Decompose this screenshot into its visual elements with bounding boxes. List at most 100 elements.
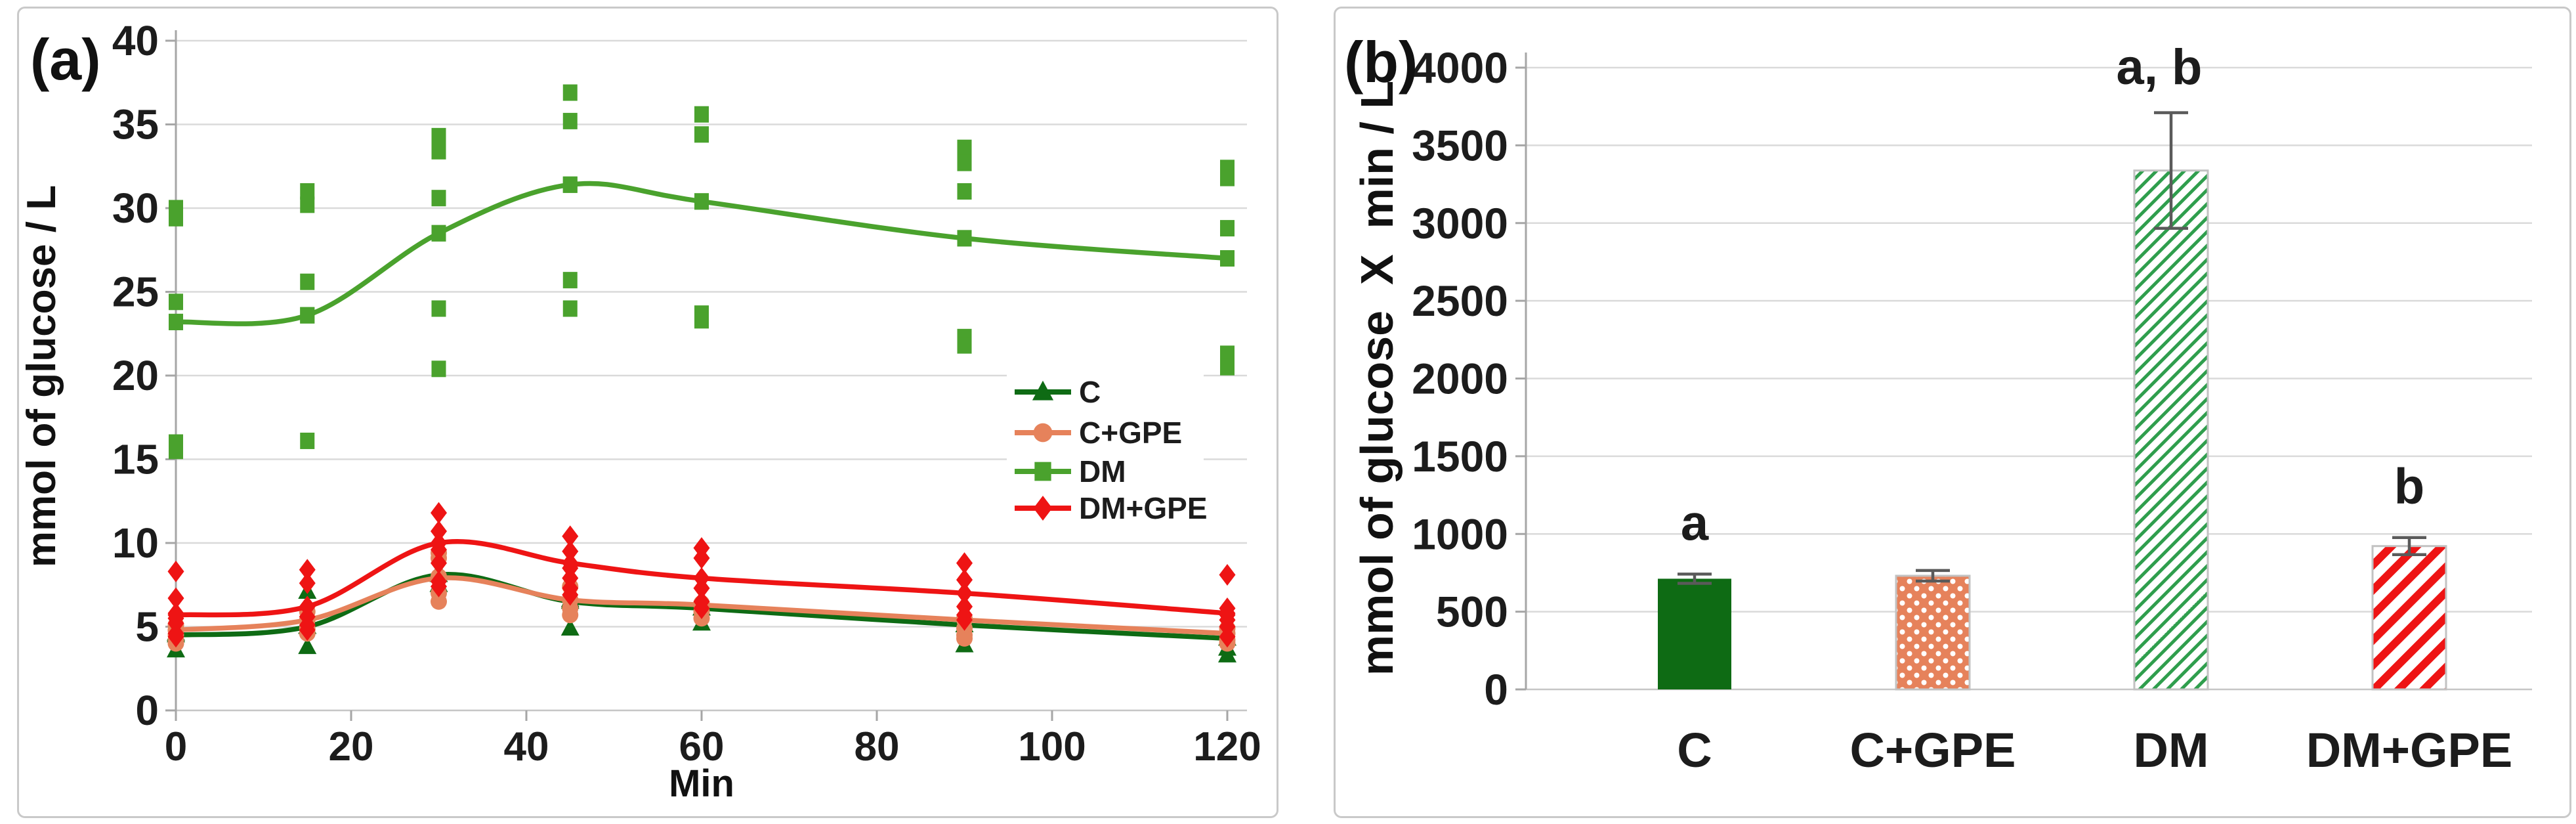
bar-C+GPE bbox=[1895, 575, 1971, 691]
square-marker bbox=[169, 209, 183, 227]
diamond-marker bbox=[431, 552, 447, 575]
y-tick-label: 3000 bbox=[1412, 199, 1508, 248]
square-marker bbox=[300, 273, 315, 290]
square-marker bbox=[169, 293, 183, 311]
y-tick-label: 30 bbox=[112, 184, 159, 232]
series-line-DM+GPE bbox=[173, 539, 1230, 618]
sig-label-C: a bbox=[1681, 495, 1709, 551]
y-tick-label: 20 bbox=[112, 352, 159, 399]
diamond-marker bbox=[299, 619, 316, 641]
series-line-DM bbox=[173, 181, 1230, 326]
square-marker bbox=[431, 360, 446, 378]
square-marker bbox=[1220, 250, 1235, 267]
x-tick-label: 40 bbox=[504, 724, 549, 770]
diamond-marker bbox=[299, 572, 316, 594]
diamond-marker bbox=[167, 587, 184, 609]
diamond-marker bbox=[693, 577, 710, 599]
chart-a-y-axis-title: mmol of glucose / L bbox=[19, 184, 64, 568]
y-tick-label: 500 bbox=[1436, 588, 1508, 636]
square-marker bbox=[300, 432, 315, 449]
square-marker bbox=[431, 300, 446, 317]
square-marker bbox=[431, 225, 446, 242]
legend-label-C+GPE: C+GPE bbox=[1079, 416, 1182, 450]
diamond-marker bbox=[956, 569, 973, 591]
diamond-marker bbox=[562, 584, 579, 606]
diamond-marker bbox=[956, 609, 973, 631]
y-tick-label: 2500 bbox=[1412, 276, 1508, 325]
diamond-marker bbox=[693, 547, 710, 569]
y-tick-label: 0 bbox=[135, 687, 159, 734]
x-tick-label: 80 bbox=[855, 724, 900, 770]
series-line-C+GPE bbox=[173, 575, 1230, 636]
square-marker bbox=[694, 106, 709, 123]
category-label-DM+GPE: DM+GPE bbox=[2306, 723, 2513, 777]
diamond-marker bbox=[167, 626, 184, 648]
diamond-marker bbox=[956, 552, 973, 575]
triangle-marker bbox=[560, 618, 580, 636]
chart-a: 0 5 10 15 20 25 30 35 40 0 20 40 60 80 100 120 C C+GPE DMD… bbox=[112, 17, 1261, 770]
y-tick-label: 3500 bbox=[1412, 121, 1508, 169]
y-tick-label: 10 bbox=[112, 519, 159, 567]
diamond-marker bbox=[167, 560, 184, 582]
legend-label-DM: DM bbox=[1079, 454, 1126, 488]
diamond-marker bbox=[431, 538, 447, 561]
bar-DM+GPE bbox=[2371, 545, 2447, 691]
chart-b-y-axis-title: mmol of glucose X min / L bbox=[1351, 80, 1403, 676]
diamond-marker bbox=[1033, 496, 1053, 521]
panel-a-letter: (a) bbox=[30, 27, 101, 92]
category-label-DM: DM bbox=[2133, 723, 2208, 777]
y-tick-label: 15 bbox=[112, 436, 159, 483]
diamond-marker bbox=[431, 575, 447, 597]
square-marker bbox=[694, 193, 709, 210]
circle-marker bbox=[562, 607, 579, 624]
y-tick-label: 25 bbox=[112, 269, 159, 316]
chart-a-x-axis-title: Min bbox=[669, 762, 734, 805]
diamond-marker bbox=[956, 582, 973, 604]
diamond-marker bbox=[431, 520, 447, 542]
square-marker bbox=[300, 307, 315, 324]
x-tick-label: 100 bbox=[1018, 724, 1086, 770]
square-marker bbox=[431, 142, 446, 160]
square-marker bbox=[694, 126, 709, 143]
sig-label-DM+GPE: b bbox=[2394, 459, 2424, 515]
triangle-marker bbox=[298, 637, 317, 655]
square-marker bbox=[562, 84, 578, 101]
y-tick-label: 4000 bbox=[1412, 43, 1508, 92]
diamond-marker bbox=[693, 597, 710, 619]
square-marker bbox=[1220, 169, 1235, 186]
square-marker bbox=[957, 230, 972, 247]
square-marker bbox=[300, 196, 315, 213]
triangle-marker bbox=[1032, 380, 1054, 401]
diamond-marker bbox=[562, 525, 579, 548]
y-tick-label: 5 bbox=[135, 603, 159, 651]
x-tick-label: 60 bbox=[679, 724, 725, 770]
circle-marker bbox=[1033, 423, 1053, 443]
square-marker bbox=[957, 183, 972, 200]
chart-b: 0 500 1000 1500 2000 2500 3000 3500 4000 a C C+GPE a… bbox=[1412, 39, 2532, 777]
square-marker bbox=[1220, 220, 1235, 237]
y-tick-label: 0 bbox=[1484, 665, 1508, 714]
diamond-marker bbox=[1219, 626, 1236, 648]
square-marker bbox=[169, 443, 183, 460]
diamond-marker bbox=[299, 559, 316, 581]
diamond-marker bbox=[562, 540, 579, 563]
square-marker bbox=[169, 313, 183, 330]
square-marker bbox=[300, 183, 315, 200]
y-tick-label: 2000 bbox=[1412, 355, 1508, 403]
square-marker bbox=[562, 300, 578, 317]
square-marker bbox=[694, 312, 709, 329]
legend-label-DM+GPE: DM+GPE bbox=[1079, 491, 1208, 525]
square-marker bbox=[562, 176, 578, 193]
triangle-marker bbox=[1218, 645, 1236, 662]
square-marker bbox=[562, 272, 578, 289]
legend-label-C: C bbox=[1079, 375, 1101, 409]
category-label-C+GPE: C+GPE bbox=[1850, 723, 2016, 777]
diamond-marker bbox=[431, 502, 447, 524]
x-tick-label: 120 bbox=[1193, 724, 1261, 770]
sig-label-DM: a, b bbox=[2117, 39, 2203, 95]
series-line-C bbox=[173, 572, 1230, 641]
y-tick-label: 1500 bbox=[1412, 432, 1508, 481]
square-marker bbox=[957, 154, 972, 171]
square-marker bbox=[562, 112, 578, 129]
